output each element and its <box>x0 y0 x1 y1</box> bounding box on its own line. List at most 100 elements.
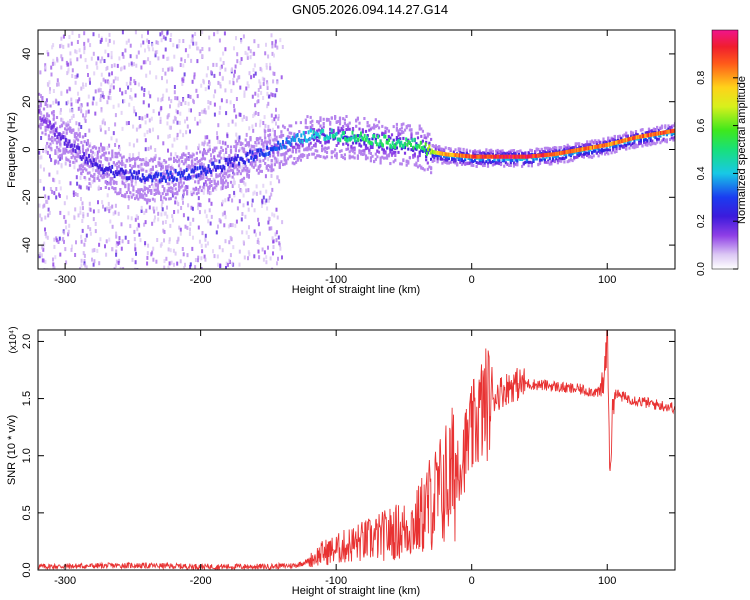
heatmap-ridge-cell <box>446 152 449 157</box>
heatmap-ridge-cell <box>255 154 258 159</box>
heatmap-halo-cell <box>295 150 298 154</box>
heatmap-halo-cell <box>413 146 416 150</box>
heatmap-halo-cell <box>444 158 447 162</box>
heatmap-halo-cell <box>134 162 137 166</box>
heatmap-noise-cell <box>153 218 156 223</box>
heatmap-halo-cell <box>587 152 590 156</box>
heatmap-halo-cell <box>122 155 125 159</box>
heatmap-noise-cell <box>176 110 179 115</box>
heatmap-noise-cell <box>172 218 174 223</box>
heatmap-noise-cell <box>89 43 92 48</box>
heatmap-halo-cell <box>312 133 316 137</box>
heatmap-halo-cell <box>298 149 301 153</box>
heatmap-noise-cell <box>127 205 130 210</box>
heatmap-noise-cell <box>86 102 89 107</box>
heatmap-halo-cell <box>597 154 600 158</box>
heatmap-ridge-cell <box>588 146 591 151</box>
heatmap-halo-cell <box>654 130 657 133</box>
heatmap-noise-cell <box>256 150 259 155</box>
heatmap-noise-cell <box>137 151 140 156</box>
heatmap-noise-cell <box>108 38 111 43</box>
heatmap-noise-cell <box>266 91 269 96</box>
heatmap-ridge-cell <box>305 138 308 143</box>
heatmap-noise-cell <box>56 82 58 87</box>
heatmap-ridge-cell <box>253 155 256 159</box>
heatmap-halo-cell <box>181 184 184 188</box>
heatmap-halo-cell <box>213 179 216 183</box>
heatmap-halo-cell <box>282 124 285 128</box>
heatmap-ridge-cell <box>155 171 158 176</box>
heatmap-halo-cell <box>57 155 60 159</box>
heatmap-halo-cell <box>563 148 566 152</box>
heatmap-halo-cell <box>179 177 182 181</box>
heatmap-noise-cell <box>164 211 167 216</box>
heatmap-noise-cell <box>121 126 124 131</box>
heatmap-halo-cell <box>130 157 133 161</box>
heatmap-halo-cell <box>60 156 63 160</box>
heatmap-ridge-cell <box>167 172 170 177</box>
heatmap-halo-cell <box>117 191 120 195</box>
heatmap-halo-cell <box>345 128 348 131</box>
heatmap-halo-cell <box>395 122 398 126</box>
heatmap-noise-cell <box>82 82 84 87</box>
heatmap-noise-cell <box>220 64 223 69</box>
heatmap-halo-cell <box>477 161 480 165</box>
heatmap-ridge-cell <box>345 138 348 143</box>
heatmap-noise-cell <box>157 217 160 222</box>
heatmap-halo-cell <box>373 123 376 127</box>
heatmap-halo-cell <box>257 137 260 141</box>
heatmap-halo-cell <box>303 148 306 152</box>
heatmap-ridge-cell <box>336 137 339 142</box>
heatmap-ridge-cell <box>108 165 111 170</box>
heatmap-ridge-cell <box>130 172 133 177</box>
heatmap-halo-cell <box>434 147 437 151</box>
heatmap-noise-cell <box>233 69 236 74</box>
heatmap-noise-cell <box>100 72 103 77</box>
heatmap-halo-cell <box>673 124 675 127</box>
heatmap-noise-cell <box>44 227 46 232</box>
heatmap-halo-cell <box>99 187 102 190</box>
heatmap-noise-cell <box>174 251 177 256</box>
heatmap-ridge-cell <box>671 129 674 134</box>
heatmap-noise-cell <box>187 101 190 106</box>
heatmap-noise-cell <box>182 252 185 257</box>
heatmap-halo-cell <box>77 154 80 158</box>
heatmap-noise-cell <box>133 79 136 84</box>
heatmap-halo-cell <box>270 159 273 162</box>
heatmap-halo-cell <box>498 162 501 166</box>
heatmap-noise-cell <box>78 33 81 38</box>
heatmap-noise-cell <box>40 136 43 140</box>
heatmap-noise-cell <box>187 203 190 208</box>
heatmap-halo-cell <box>356 116 359 120</box>
heatmap-noise-cell <box>214 89 217 94</box>
heatmap-halo-cell <box>615 144 618 148</box>
heatmap-noise-cell <box>172 43 175 48</box>
heatmap-noise-cell <box>129 176 132 181</box>
heatmap-halo-cell <box>277 146 280 150</box>
heatmap-noise-cell <box>74 49 77 54</box>
heatmap-halo-cell <box>421 129 424 133</box>
heatmap-halo-cell <box>589 148 592 152</box>
heatmap-noise-cell <box>162 220 164 225</box>
heatmap-halo-cell <box>660 126 664 130</box>
heatmap-ridge-cell <box>83 152 86 157</box>
heatmap-noise-cell <box>55 187 58 191</box>
heatmap-halo-cell <box>101 176 104 180</box>
heatmap-halo-cell <box>368 128 371 132</box>
heatmap-noise-cell <box>46 127 49 131</box>
heatmap-ridge-cell <box>295 133 298 138</box>
heatmap-noise-cell <box>239 147 242 151</box>
heatmap-noise-cell <box>209 101 212 106</box>
heatmap-halo-cell <box>153 158 156 161</box>
heatmap-halo-cell <box>491 160 494 163</box>
heatmap-halo-cell <box>166 176 169 180</box>
heatmap-ridge-cell <box>339 138 342 143</box>
heatmap-noise-cell <box>67 43 70 48</box>
heatmap-halo-cell <box>177 188 181 192</box>
heatmap-noise-cell <box>85 233 88 238</box>
heatmap-noise-cell <box>171 193 174 198</box>
heatmap-halo-cell <box>233 163 236 167</box>
heatmap-halo-cell <box>420 148 423 152</box>
heatmap-noise-cell <box>238 249 241 254</box>
heatmap-ridge-cell <box>399 143 402 148</box>
